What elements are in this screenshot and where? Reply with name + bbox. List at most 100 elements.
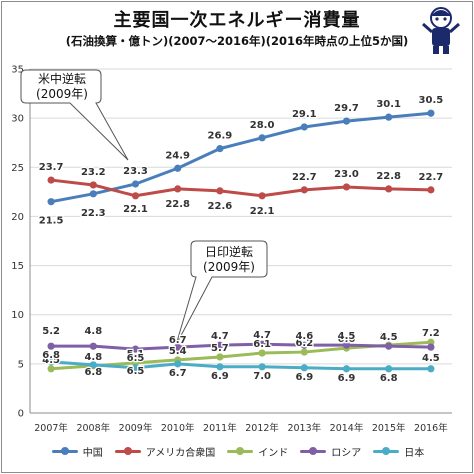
data-label: 22.6 [208, 201, 233, 212]
data-point [258, 134, 266, 142]
data-point [300, 186, 308, 194]
data-label: 22.1 [250, 206, 275, 217]
data-point [385, 365, 393, 373]
series-line-1 [50, 178, 431, 198]
x-tick-label: 2013年 [287, 422, 321, 434]
data-point [427, 186, 435, 194]
data-label: 4.5 [422, 353, 440, 364]
data-label: 6.8 [84, 367, 102, 378]
data-point [385, 113, 393, 121]
data-label: 30.1 [376, 99, 401, 110]
legend-item: 日本 [373, 441, 424, 461]
legend-swatch [51, 446, 78, 455]
data-label: 23.2 [81, 167, 106, 178]
data-point [47, 365, 55, 373]
x-tick-label: 2011年 [203, 422, 237, 434]
data-label: 22.8 [376, 171, 401, 182]
data-label: 6.1 [253, 339, 271, 350]
legend-label: 中国 [82, 447, 103, 459]
data-label: 6.7 [169, 335, 187, 346]
data-label: 23.0 [334, 169, 359, 180]
data-point [216, 145, 224, 153]
data-label: 29.1 [292, 109, 317, 120]
data-point [131, 345, 140, 353]
data-point [258, 363, 266, 371]
y-tick-label: 20 [11, 212, 24, 223]
data-label: 22.8 [165, 199, 190, 210]
x-tick-label: 2012年 [245, 422, 279, 434]
data-label: 4.7 [211, 331, 229, 342]
legend-label: アメリカ合衆国 [145, 447, 216, 459]
data-label: 6.5 [127, 353, 145, 364]
legend-swatch [300, 446, 327, 455]
data-label: 6.9 [338, 373, 356, 384]
data-label: 4.7 [253, 330, 271, 341]
data-point [174, 185, 182, 193]
legend-item: アメリカ合衆国 [114, 441, 216, 461]
data-label: 6.5 [127, 366, 145, 377]
data-label: 6.6 [338, 334, 356, 345]
callout-japan-india: 日印逆転 (2009年) [175, 240, 268, 346]
y-axis: 0 5 10 15 20 25 30 35 [11, 65, 31, 420]
data-point [427, 109, 435, 117]
legend-swatch [227, 446, 254, 455]
legend-label: 日本 [404, 447, 425, 459]
data-point [342, 341, 351, 349]
data-label: 6.9 [211, 371, 229, 382]
data-label: 4.6 [295, 331, 313, 342]
data-point [47, 176, 55, 184]
data-label: 4.5 [42, 355, 60, 366]
x-tick-label: 2010年 [161, 422, 195, 434]
data-label: 5.4 [169, 346, 187, 357]
callout-us-china-line1: 米中逆転 [38, 71, 86, 86]
data-label: 4.5 [338, 331, 356, 342]
data-label: 6.9 [295, 372, 313, 383]
data-point [89, 190, 97, 198]
data-label: 6.9 [380, 331, 398, 342]
data-label: 22.1 [123, 204, 148, 215]
data-point [47, 198, 55, 206]
legend-label: インド [258, 447, 289, 459]
data-point [427, 343, 435, 351]
data-label: 29.7 [334, 103, 359, 114]
data-label: 6.7 [169, 368, 187, 379]
data-point [342, 117, 351, 125]
callout-japan-india-line2: (2009年) [203, 260, 255, 274]
data-label: 23.3 [123, 166, 148, 177]
mascot-icon [422, 7, 460, 54]
data-label: 26.9 [208, 131, 233, 142]
data-label: 6.2 [295, 338, 313, 349]
data-point [89, 342, 97, 350]
data-label: 6.8 [380, 373, 398, 384]
data-point [216, 187, 224, 195]
data-label: 7.2 [422, 328, 440, 339]
data-point [131, 364, 140, 372]
data-point [385, 185, 393, 193]
data-label: 7.0 [253, 371, 271, 382]
legend-item: 中国 [51, 441, 103, 461]
y-tick-label: 10 [11, 310, 24, 321]
data-point [174, 343, 182, 351]
data-label: 5.1 [127, 349, 145, 360]
data-point [300, 348, 308, 356]
chart-subtitle: (石油換算・億トン)(2007〜2016年)(2016年時点の上位5か国) [65, 34, 409, 48]
data-label: 28.0 [250, 120, 275, 131]
legend-item: ロシア [300, 441, 361, 461]
data-point [427, 365, 435, 373]
data-point [89, 361, 97, 369]
data-point [342, 183, 351, 191]
series-line-3 [51, 342, 431, 351]
x-axis: 2007年 2008年 2009年 2010年 2011年 2012年 2013年 2014年… [34, 422, 448, 434]
data-label: 24.9 [165, 150, 190, 161]
y-tick-label: 0 [18, 409, 24, 420]
data-point [89, 181, 97, 189]
x-tick-label: 2008年 [76, 422, 110, 434]
y-tick-label: 25 [11, 163, 24, 174]
legend-swatch [373, 446, 400, 455]
data-point [216, 363, 224, 371]
legend: 中国 アメリカ合衆国 インド ロシア 日本 [14, 441, 462, 461]
callouts: 米中逆転 (2009年) 日印逆転 (2009年) [20, 69, 268, 346]
x-tick-label: 2015年 [372, 422, 406, 434]
series-line-4 [50, 360, 431, 371]
